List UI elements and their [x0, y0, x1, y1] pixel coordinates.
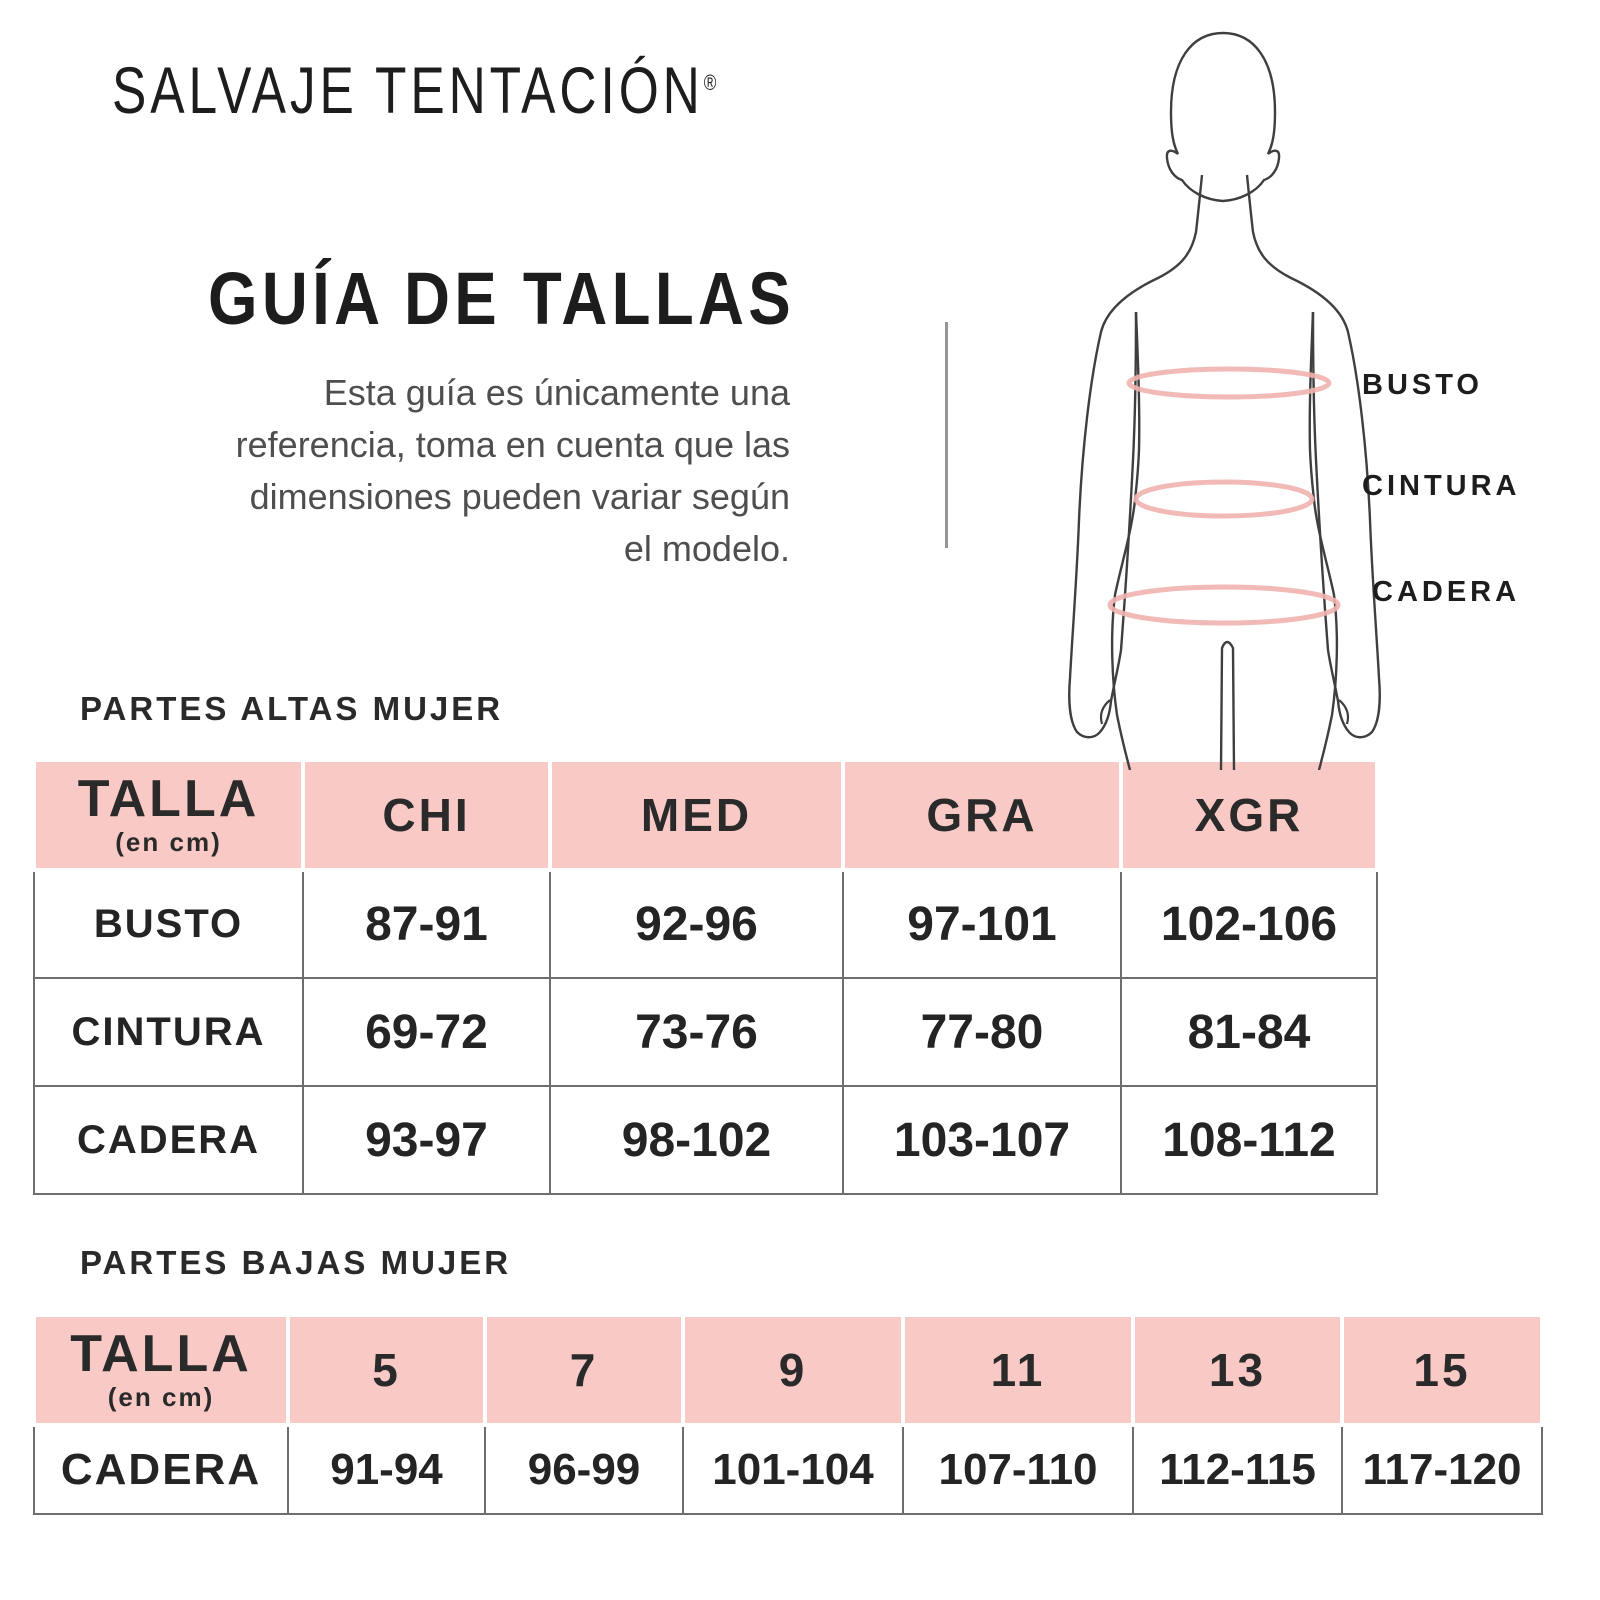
description-line: dimensiones pueden variar según — [249, 476, 790, 517]
size-column-header-13: 13 — [1131, 1313, 1344, 1427]
bust-measure-line — [1126, 366, 1332, 400]
size-range-cell: 117-120 — [1341, 1424, 1543, 1515]
measurement-row-label: CINTURA — [33, 977, 304, 1087]
head-outline — [1165, 31, 1281, 203]
size-column-header-7: 7 — [483, 1313, 685, 1427]
inner-leg-gap-line — [1219, 640, 1236, 770]
table-header-row: TALLA (en cm) 5 7 9 11 13 15 — [32, 1313, 1544, 1427]
size-range-cell: 73-76 — [549, 977, 844, 1087]
size-range-cell: 102-106 — [1120, 869, 1378, 979]
measurement-label-busto: BUSTO — [1362, 369, 1483, 401]
size-range-cell: 112-115 — [1132, 1424, 1343, 1515]
table-row-busto: BUSTO 87-91 92-96 97-101 102-106 — [33, 869, 1378, 979]
unit-label: (en cm) — [115, 827, 222, 857]
size-range-cell: 91-94 — [287, 1424, 486, 1515]
measurement-row-label: CADERA — [33, 1424, 289, 1515]
size-range-cell: 81-84 — [1120, 977, 1378, 1087]
size-range-cell: 97-101 — [842, 869, 1122, 979]
registered-trademark-symbol: ® — [703, 70, 717, 95]
size-column-header-5: 5 — [286, 1313, 487, 1427]
size-column-header-xgr: XGR — [1119, 758, 1379, 872]
size-range-cell: 93-97 — [302, 1085, 551, 1195]
page-title: GUÍA DE TALLAS — [208, 257, 796, 340]
size-range-cell: 108-112 — [1120, 1085, 1378, 1195]
section-title-partes-altas: PARTES ALTAS MUJER — [80, 690, 504, 727]
brand-name: SALVAJE TENTACIÓN — [112, 53, 704, 127]
size-range-cell: 96-99 — [484, 1424, 684, 1515]
section-title-partes-bajas: PARTES BAJAS MUJER — [80, 1244, 512, 1281]
body-silhouette-illustration — [1068, 31, 1381, 770]
size-column-header-15: 15 — [1340, 1313, 1544, 1427]
size-column-header-gra: GRA — [841, 758, 1123, 872]
size-range-cell: 107-110 — [902, 1424, 1134, 1515]
guide-description: Esta guía es únicamente una referencia, … — [88, 367, 790, 575]
right-thumb-line — [1338, 699, 1350, 725]
size-range-cell: 77-80 — [842, 977, 1122, 1087]
measurement-label-cadera: CADERA — [1372, 576, 1521, 608]
right-arm-outline — [1245, 174, 1381, 739]
talla-column-header: TALLA (en cm) — [32, 1313, 290, 1427]
size-table-partes-altas: TALLA (en cm) CHI MED GRA XGR BUSTO 87-9… — [32, 758, 1379, 1195]
size-range-cell: 87-91 — [302, 869, 551, 979]
description-line: Esta guía es únicamente una — [323, 372, 790, 413]
talla-column-header: TALLA (en cm) — [32, 758, 305, 872]
left-arm-outline — [1068, 174, 1204, 739]
table-row-cadera: CADERA 91-94 96-99 101-104 107-110 112-1… — [33, 1424, 1543, 1515]
waist-measure-line — [1133, 479, 1315, 519]
torso-right-outline — [1308, 311, 1339, 770]
brand-logo: SALVAJE TENTACIÓN® — [112, 52, 716, 128]
talla-label: TALLA — [77, 770, 260, 828]
size-range-cell: 103-107 — [842, 1085, 1122, 1195]
description-line: referencia, toma en cuenta que las — [235, 424, 790, 465]
size-table-partes-bajas: TALLA (en cm) 5 7 9 11 13 15 CADERA 91-9… — [32, 1313, 1544, 1515]
table-row-cintura: CINTURA 69-72 73-76 77-80 81-84 — [33, 977, 1378, 1087]
size-column-header-11: 11 — [901, 1313, 1135, 1427]
description-line: el modelo. — [623, 528, 790, 569]
unit-label: (en cm) — [107, 1382, 215, 1412]
size-range-cell: 101-104 — [682, 1424, 904, 1515]
table-row-cadera: CADERA 93-97 98-102 103-107 108-112 — [33, 1085, 1378, 1195]
intro-block: GUÍA DE TALLAS Esta guía es únicamente u… — [88, 256, 791, 575]
left-thumb-line — [1099, 699, 1111, 725]
size-range-cell: 69-72 — [302, 977, 551, 1087]
torso-left-outline — [1110, 311, 1141, 770]
measurement-row-label: CADERA — [33, 1085, 304, 1195]
vertical-divider — [945, 322, 948, 548]
size-range-cell: 98-102 — [549, 1085, 844, 1195]
hip-measure-line — [1107, 584, 1341, 626]
size-column-header-chi: CHI — [301, 758, 552, 872]
measurement-label-cintura: CINTURA — [1362, 470, 1521, 502]
size-range-cell: 92-96 — [549, 869, 844, 979]
talla-label: TALLA — [70, 1325, 252, 1383]
size-column-header-med: MED — [548, 758, 845, 872]
measurement-row-label: BUSTO — [33, 869, 304, 979]
size-column-header-9: 9 — [681, 1313, 905, 1427]
table-header-row: TALLA (en cm) CHI MED GRA XGR — [32, 758, 1379, 872]
